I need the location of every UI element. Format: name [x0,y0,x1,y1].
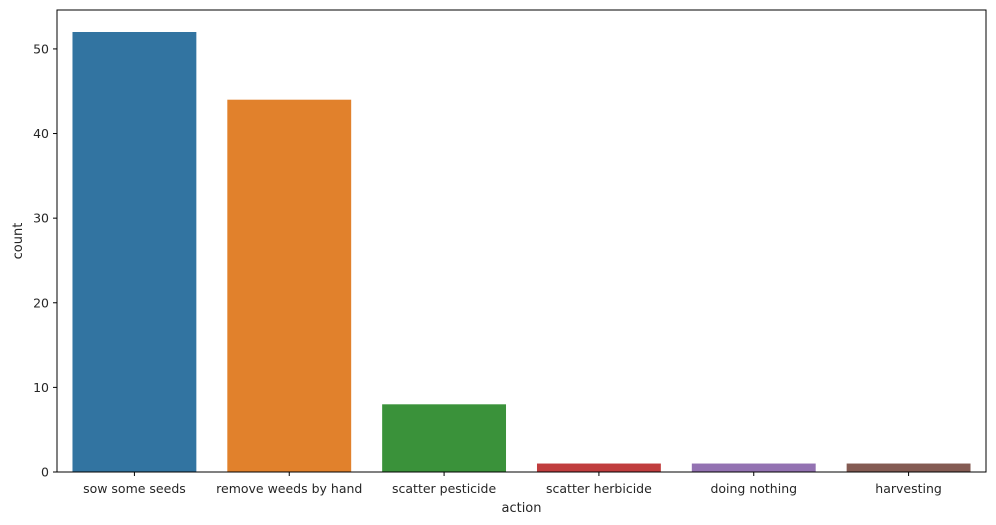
y-tick-label: 0 [41,465,49,480]
x-tick-label: scatter pesticide [392,481,496,496]
bar-doing-nothing [691,463,816,472]
bar-remove-weeds-by-hand [227,99,352,472]
plot-frame [56,9,987,473]
y-tick-label: 20 [33,295,49,310]
x-tick-label: sow some seeds [83,481,186,496]
y-axis-label: count [11,223,26,260]
bar-scatter-pesticide [382,404,507,472]
x-axis-ticks: sow some seeds remove weeds by hand scatte… [83,472,942,496]
x-axis-label: action [501,501,541,516]
x-tick-label: harvesting [875,481,942,496]
y-axis-ticks: 0 10 20 30 40 50 [33,41,57,480]
y-tick-label: 30 [33,211,49,226]
y-tick-label: 40 [33,126,49,141]
bar-sow-some-seeds [72,32,197,472]
bars-group [72,32,971,472]
x-tick-label: doing nothing [710,481,797,496]
y-tick-label: 50 [33,41,49,56]
y-tick-label: 10 [33,380,49,395]
bar-scatter-herbicide [536,463,661,472]
x-tick-label: scatter herbicide [546,481,652,496]
bar-harvesting [846,463,971,472]
x-tick-label: remove weeds by hand [216,481,362,496]
